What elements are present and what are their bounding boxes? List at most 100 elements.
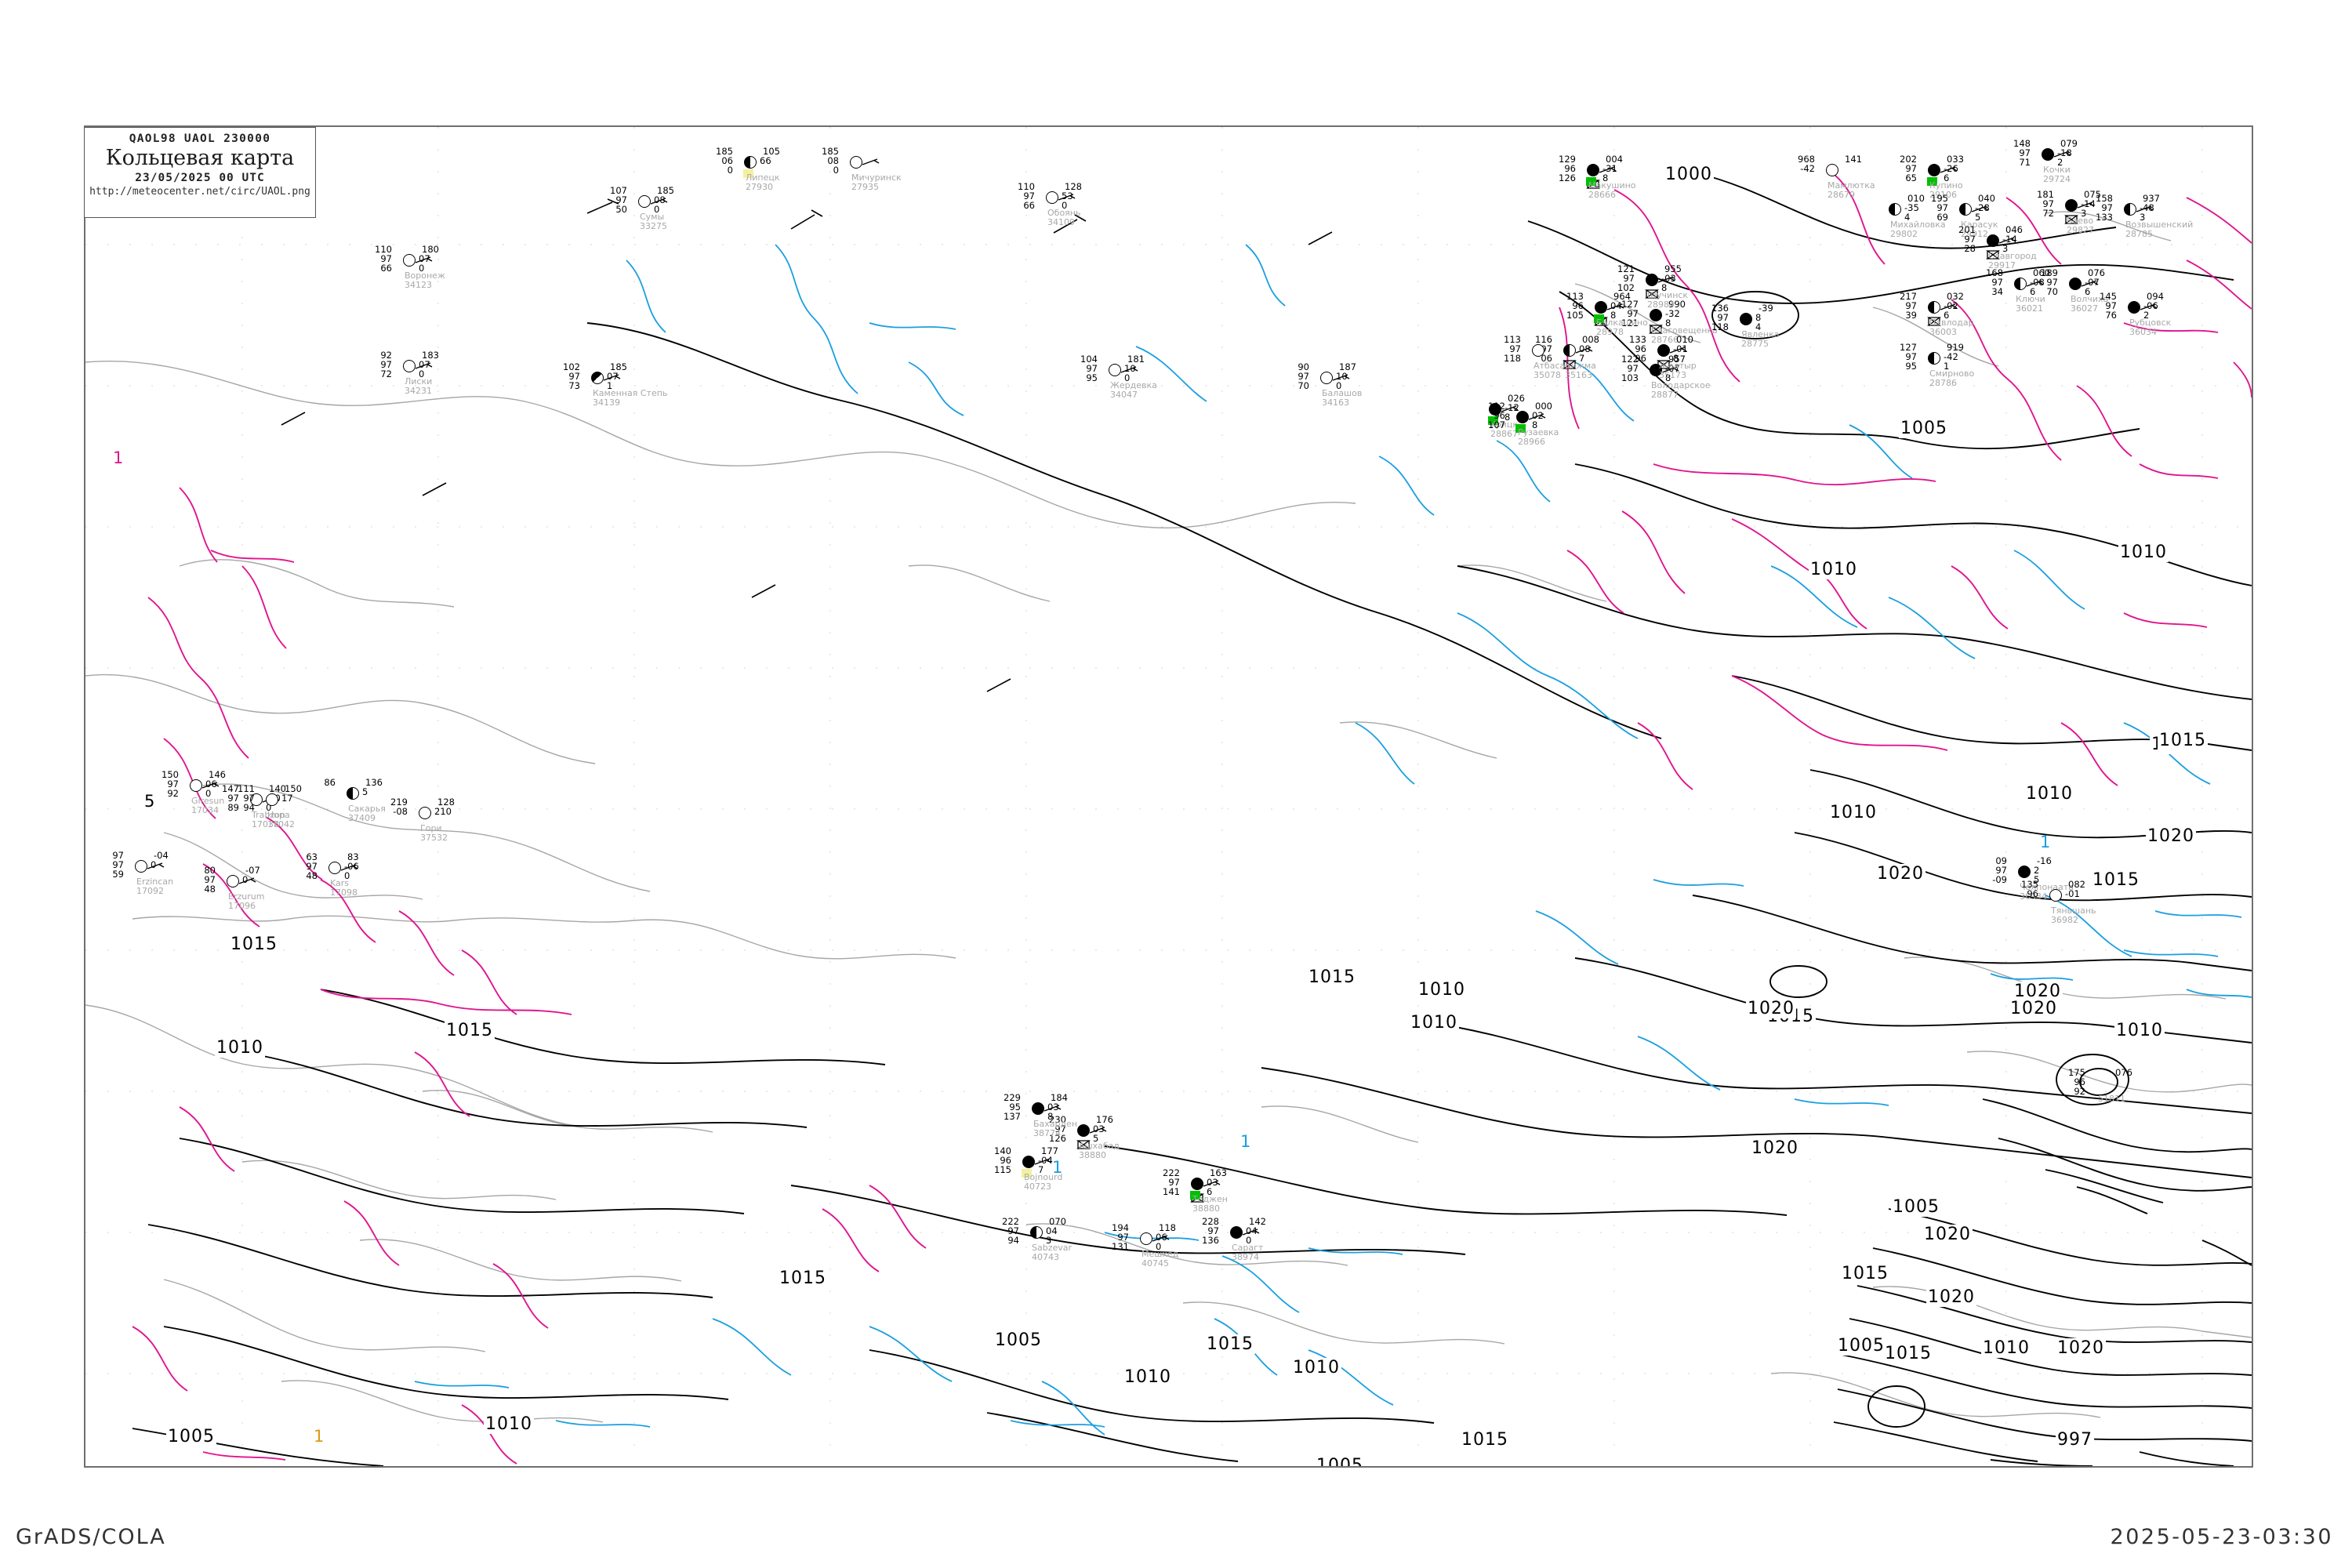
station-left-value: 126 bbox=[1049, 1133, 1066, 1144]
wind-barb-icon bbox=[238, 877, 256, 884]
station-name-label: Бахарден 38774 bbox=[1033, 1120, 1077, 1138]
isobar-label: 1010 bbox=[2114, 1021, 2165, 1040]
isobar-label: 1020 bbox=[2146, 826, 2196, 846]
station-name-label: Мамлютка 28679 bbox=[1828, 181, 1875, 199]
hourglass-icon bbox=[1985, 250, 2001, 260]
wind-barb-icon bbox=[2081, 280, 2099, 287]
station-name-label: Карасук 29912 bbox=[1961, 220, 1998, 238]
station-left-value: 116 bbox=[1535, 334, 1552, 345]
isobar-label: 1005 bbox=[993, 1330, 1044, 1350]
station-name-label: Ключи 36021 bbox=[2016, 295, 2045, 313]
station-left-value: 195 bbox=[1931, 193, 1948, 204]
station-id: 40745 bbox=[1142, 1258, 1169, 1269]
cloud-cover-icon bbox=[1928, 301, 1940, 314]
station-left-value: 102 bbox=[1617, 282, 1635, 293]
station-left-value: 148 bbox=[2013, 138, 2031, 149]
wind-barb bbox=[1575, 345, 1595, 356]
wind-barb-icon bbox=[1998, 237, 2016, 244]
station-left-value: 104 bbox=[1080, 354, 1098, 365]
cloud-cover-icon bbox=[2049, 889, 2062, 902]
station-name: Балкашино bbox=[1596, 318, 1648, 328]
station-left-value: 97 bbox=[2101, 202, 2113, 213]
station-name-label: Мешхед 40745 bbox=[1142, 1250, 1178, 1268]
station-left-value: 34 bbox=[1991, 286, 2003, 297]
station-left-value: 65 bbox=[1905, 172, 1917, 183]
station-right-value: 0 bbox=[1156, 1241, 1162, 1252]
isobar-label: 1005 bbox=[1899, 419, 1949, 438]
station-name-label: Щучинск 28984 bbox=[1647, 291, 1688, 309]
station-name-label: Смирново 28786 bbox=[1929, 369, 1974, 387]
station-left-value: 185 bbox=[822, 146, 839, 157]
cloud-cover-icon bbox=[1657, 344, 1670, 357]
station-id: 36003 bbox=[1929, 326, 1957, 337]
station-right-value: 075 bbox=[2084, 189, 2101, 200]
station-name: Ключи bbox=[2016, 294, 2045, 304]
station-id: 36021 bbox=[2016, 303, 2043, 314]
station-right-value: 210 bbox=[434, 806, 452, 817]
station-left-value: 97 bbox=[1995, 865, 2007, 876]
station-left-value: 110 bbox=[1018, 181, 1035, 192]
wind-barb-icon bbox=[862, 158, 880, 165]
station-left-value: 102 bbox=[563, 361, 580, 372]
station-id: 17042 bbox=[267, 818, 295, 829]
station-left-value: 97 bbox=[167, 779, 179, 789]
station-right-value: -01 bbox=[2065, 888, 2080, 899]
map-title-cartouche: QAOL98 UAOL 230000 Кольцевая карта 23/05… bbox=[84, 127, 316, 218]
wind-barb bbox=[2140, 302, 2160, 313]
station-right-value: 163 bbox=[1210, 1167, 1227, 1178]
station-right-value: 079 bbox=[2060, 138, 2078, 149]
station-id: 33275 bbox=[640, 220, 667, 231]
station-id: 35163 bbox=[1565, 369, 1592, 380]
station-left-value: 96 bbox=[1572, 300, 1584, 311]
isobar-label: 1020 bbox=[1750, 1138, 1800, 1158]
cloud-cover-icon bbox=[1320, 372, 1333, 384]
station-left-value: 97 bbox=[2042, 198, 2054, 209]
isobar-label: 1015 bbox=[445, 1021, 495, 1040]
past-weather-icon bbox=[1656, 358, 1671, 369]
station-right-value: 181 bbox=[1127, 354, 1145, 365]
station-right-value: 5 bbox=[2034, 874, 2040, 885]
station-right-value: 66 bbox=[760, 155, 771, 166]
wind-barb-icon bbox=[1657, 276, 1675, 283]
station-left-value: 06 bbox=[721, 155, 733, 166]
wind-barb bbox=[2077, 200, 2097, 211]
wind-barb-icon bbox=[1044, 1105, 1062, 1112]
station-left-value: 09 bbox=[1995, 855, 2007, 866]
station-id: 37409 bbox=[348, 812, 376, 823]
station-left-value: 168 bbox=[1986, 267, 2003, 278]
cloud-cover-icon bbox=[850, 156, 862, 169]
wind-barb-icon bbox=[2077, 201, 2095, 209]
wind-barb-icon bbox=[2053, 151, 2071, 158]
wind-barb bbox=[862, 157, 882, 168]
station-left-value: 39 bbox=[1905, 310, 1917, 321]
isobar-label: 1015 bbox=[1840, 1264, 1890, 1283]
station-left-value: 97 bbox=[380, 253, 392, 264]
station-name: Смирново bbox=[1929, 368, 1975, 379]
station-right-value: 0 bbox=[242, 874, 249, 885]
station-id: 36027 bbox=[2071, 303, 2098, 314]
station-name-label: Hopa 17042 bbox=[267, 811, 295, 829]
station-left-value: 96 bbox=[1635, 343, 1646, 354]
station-id: 34047 bbox=[1110, 389, 1138, 400]
isobar-label: 1010 bbox=[1409, 1013, 1459, 1033]
station-name-label: Волчиха 36027 bbox=[2071, 295, 2108, 313]
station-right-value: -04 bbox=[154, 850, 169, 861]
weather-map-frame: 1000100510101010101510101020102010151020… bbox=[84, 125, 2253, 1468]
cloud-cover-icon bbox=[1928, 352, 1940, 365]
station-id: 34139 bbox=[593, 397, 620, 408]
wind-barb bbox=[1998, 235, 2019, 246]
isallobar-label: 5 bbox=[144, 792, 156, 811]
wind-barb-icon bbox=[415, 362, 433, 369]
station-right-value: 136 bbox=[365, 777, 383, 788]
station-left-value: 95 bbox=[1009, 1102, 1021, 1112]
station-right-value: 140 bbox=[269, 783, 286, 794]
station-left-value: 133 bbox=[1629, 334, 1646, 345]
station-left-value: 97 bbox=[204, 874, 216, 885]
bulletin-header: QAOL98 UAOL 230000 bbox=[129, 132, 271, 145]
isobar-label: 1015 bbox=[1205, 1334, 1255, 1354]
station-right-value: 0 bbox=[1336, 380, 1342, 391]
station-name-label: Гори 37532 bbox=[420, 824, 448, 842]
wind-barb bbox=[1089, 1125, 1109, 1136]
station-id: 34231 bbox=[405, 385, 432, 396]
station-right-value: 010 bbox=[1676, 334, 1693, 345]
